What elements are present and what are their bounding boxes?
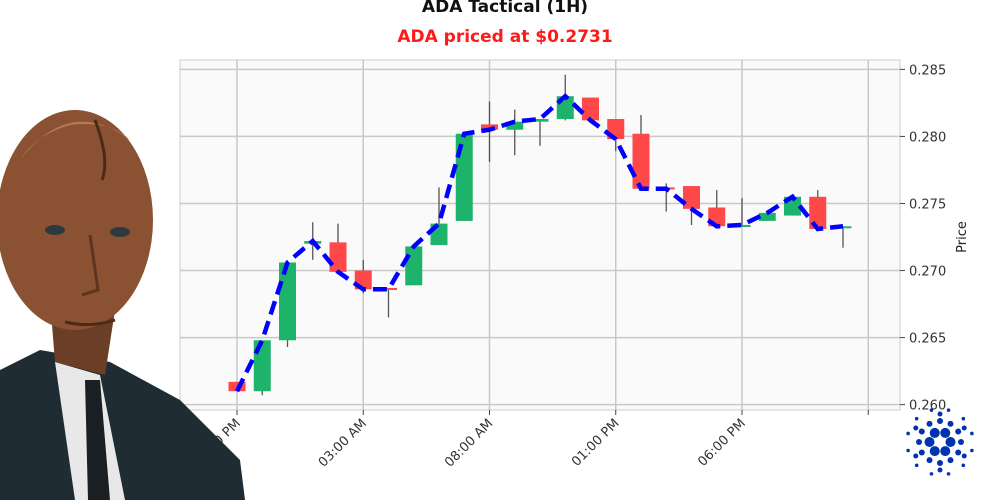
cardano-logo bbox=[906, 408, 974, 476]
candle-down bbox=[582, 97, 599, 121]
logo-dot bbox=[929, 472, 934, 476]
logo-dot bbox=[913, 453, 919, 459]
candle-down bbox=[380, 287, 397, 290]
logo-dot bbox=[914, 416, 919, 421]
logo-dot bbox=[947, 457, 954, 464]
logo-dot bbox=[970, 448, 974, 453]
logo-dot bbox=[918, 449, 925, 456]
grid bbox=[180, 60, 900, 410]
eye-right bbox=[110, 227, 130, 237]
logo-dot bbox=[945, 437, 956, 447]
logo-dot bbox=[955, 428, 962, 435]
logo-dot bbox=[906, 431, 910, 436]
logo-dot bbox=[914, 463, 919, 468]
x-tick-label: 08:00 AM bbox=[442, 416, 496, 470]
candle-up bbox=[279, 262, 296, 341]
logo-dot bbox=[958, 439, 964, 445]
android-portrait-illustration bbox=[0, 110, 245, 500]
logo-dot bbox=[937, 467, 943, 473]
logo-dot bbox=[961, 416, 966, 421]
logo-dot bbox=[918, 428, 925, 435]
chart-subtitle: ADA priced at $0.2731 bbox=[397, 27, 613, 47]
logo-dot bbox=[916, 439, 922, 445]
candle-down bbox=[481, 124, 498, 130]
tie bbox=[85, 380, 110, 500]
y-axis-label: Price bbox=[955, 221, 970, 253]
x-tick-label: 03:00 AM bbox=[316, 416, 370, 470]
logo-dot bbox=[929, 446, 940, 457]
candle-down bbox=[809, 196, 827, 229]
y-tick-label: 0.270 bbox=[909, 265, 946, 280]
logo-dot bbox=[946, 472, 951, 476]
candle-down bbox=[632, 133, 650, 189]
candle-up bbox=[405, 246, 423, 286]
x-tick-label: 01:00 PM bbox=[569, 416, 622, 469]
candle-down bbox=[683, 186, 700, 209]
candles bbox=[228, 74, 852, 396]
logo-dot bbox=[946, 408, 951, 412]
head bbox=[0, 110, 153, 330]
logo-dot bbox=[970, 431, 974, 436]
y-tick-label: 0.265 bbox=[909, 332, 946, 347]
nose bbox=[81, 234, 100, 297]
logo-dot bbox=[961, 463, 966, 468]
logo-dot bbox=[947, 420, 954, 427]
head-seam bbox=[93, 119, 107, 181]
candle-up bbox=[506, 121, 524, 130]
logo-dot bbox=[937, 411, 943, 417]
logo-dot bbox=[906, 448, 910, 453]
logo-dot bbox=[929, 427, 940, 438]
suit bbox=[0, 350, 245, 500]
logo-dot bbox=[929, 408, 934, 412]
y-tick-label: 0.285 bbox=[909, 63, 946, 78]
chart-title: ADA Tactical (1H) bbox=[421, 0, 589, 17]
logo-dot bbox=[926, 457, 933, 464]
candle-up bbox=[531, 119, 549, 122]
close-price-line bbox=[234, 93, 844, 393]
candle-up bbox=[733, 224, 751, 227]
logo-dot bbox=[940, 427, 951, 438]
candle-down bbox=[329, 242, 347, 272]
x-tick-label: 06:00 PM bbox=[695, 416, 748, 469]
logo-dot bbox=[924, 437, 935, 447]
logo-dot bbox=[940, 446, 951, 457]
y-tick-label: 0.280 bbox=[909, 130, 946, 145]
y-axis: 0.260 0.265 0.270 0.275 0.280 0.285 bbox=[900, 63, 946, 414]
mouth bbox=[64, 318, 116, 327]
candle-up bbox=[758, 212, 776, 221]
logo-dot bbox=[937, 460, 943, 466]
logo-dot bbox=[955, 449, 962, 456]
eye-left bbox=[45, 225, 65, 235]
logo-dot bbox=[961, 453, 967, 459]
plot-area bbox=[179, 59, 901, 411]
logo-dot bbox=[913, 425, 919, 431]
y-tick-label: 0.275 bbox=[909, 197, 946, 212]
y-tick-label: 0.260 bbox=[909, 399, 946, 414]
logo-dot bbox=[937, 418, 943, 424]
logo-dot bbox=[926, 420, 933, 427]
logo-dot bbox=[961, 425, 967, 431]
